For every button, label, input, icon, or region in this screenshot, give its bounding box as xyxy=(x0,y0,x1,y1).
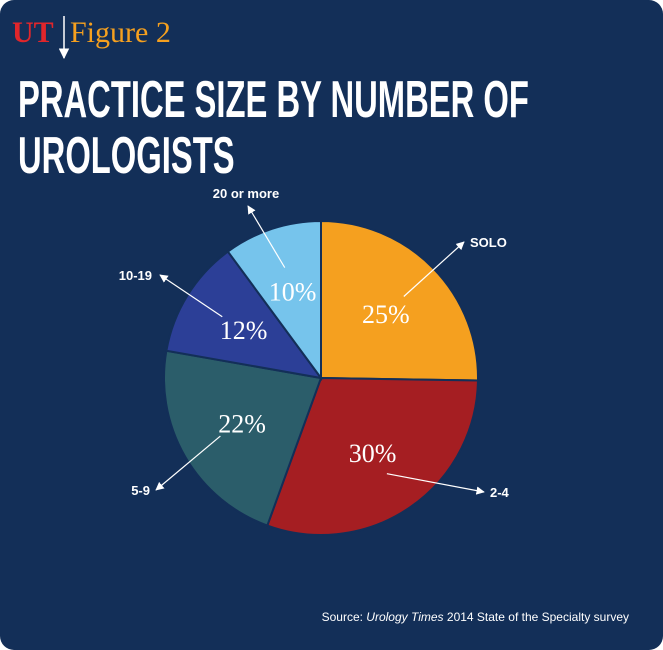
category-label: 2-4 xyxy=(490,485,510,500)
category-label: 10-19 xyxy=(119,268,152,283)
category-label: 5-9 xyxy=(131,483,150,498)
slice-value-label: 12% xyxy=(220,316,268,345)
pie-slice xyxy=(163,349,323,527)
slice-value-label: 25% xyxy=(362,300,410,329)
pie-slice xyxy=(266,376,479,536)
category-label: 20 or more xyxy=(213,186,279,201)
pie-slice xyxy=(320,219,479,382)
leader-arrow xyxy=(247,205,286,268)
figure-label: Figure 2 xyxy=(70,16,171,49)
leader-arrow xyxy=(403,241,465,297)
chart-title: PRACTICE SIZE BY NUMBER OF UROLOGISTS xyxy=(18,71,529,185)
source: Source: Urology Times 2014 State of the … xyxy=(322,610,629,624)
slice-value-label: 22% xyxy=(218,410,266,439)
leader-arrow xyxy=(386,473,485,495)
source-rest: 2014 State of the Specialty survey xyxy=(446,610,629,624)
pie: 25% SOLO 30% 2-4 22% 5-9 12% 10-19 10% 20 or more xyxy=(119,186,510,536)
logo: UT xyxy=(12,16,54,49)
leader-arrow xyxy=(155,435,221,491)
source-publication: Urology Times xyxy=(366,610,444,624)
pie-slice xyxy=(165,250,324,380)
slice-value-label: 10% xyxy=(269,277,317,306)
source-prefix: Source: xyxy=(321,610,363,624)
leader-arrow xyxy=(159,274,223,318)
pie-slice xyxy=(226,219,322,382)
category-label: SOLO xyxy=(470,235,507,250)
slice-value-label: 30% xyxy=(349,439,397,468)
